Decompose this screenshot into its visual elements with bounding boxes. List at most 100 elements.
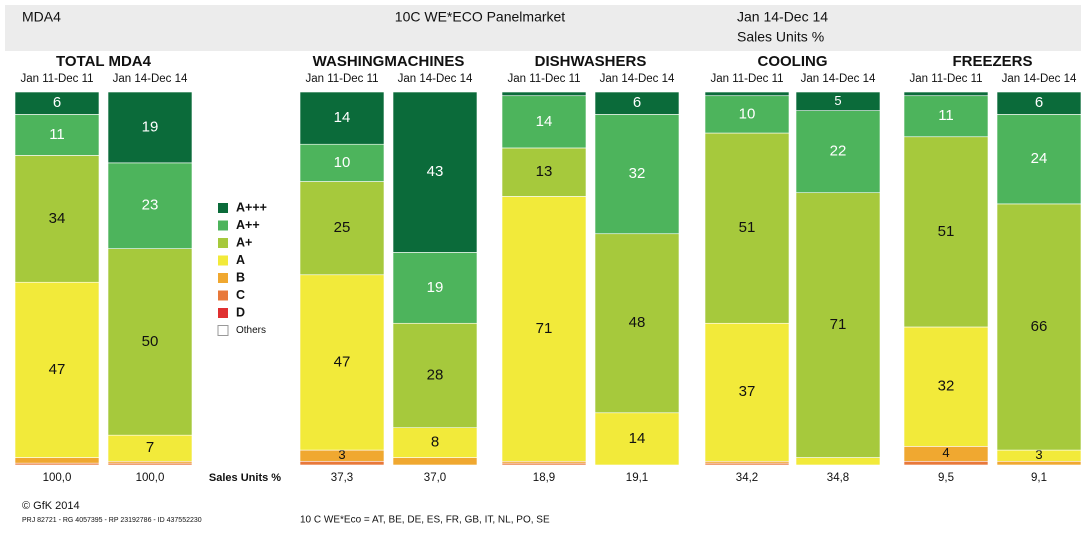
header-period: Jan 14-Dec 14 — [737, 9, 828, 25]
period-label: Jan 14-Dec 14 — [113, 73, 188, 85]
total-label: 34,8 — [827, 472, 849, 484]
segment — [795, 192, 881, 458]
segment — [704, 132, 790, 324]
segment — [704, 91, 790, 97]
legend-label: A — [236, 253, 245, 267]
value-label: 22 — [830, 143, 847, 160]
segment — [704, 95, 790, 134]
total-label: 37,0 — [424, 472, 446, 484]
period-label: Jan 11-Dec 11 — [710, 73, 783, 85]
segment — [14, 457, 100, 464]
segment — [795, 110, 881, 194]
legend-swatch — [218, 308, 228, 318]
period-label: Jan 11-Dec 11 — [507, 73, 580, 85]
footer-ids: PRJ 82721 - RG 4057395 - RP 23192786 - I… — [22, 517, 202, 524]
header-band — [5, 5, 1081, 51]
value-label: 10 — [739, 105, 756, 122]
value-label: 34 — [49, 210, 66, 227]
value-label: 37 — [739, 383, 756, 400]
period-label: Jan 14-Dec 14 — [398, 73, 473, 85]
value-label: 8 — [431, 434, 439, 451]
value-label: 71 — [536, 320, 553, 337]
value-label: 6 — [633, 94, 641, 111]
value-label: 3 — [1035, 447, 1042, 462]
period-label: Jan 11-Dec 11 — [20, 73, 93, 85]
segment — [594, 233, 680, 414]
legend-label: B — [236, 270, 245, 284]
period-label: Jan 14-Dec 14 — [801, 73, 876, 85]
value-label: 23 — [142, 197, 159, 214]
totals-label: Sales Units % — [209, 472, 281, 484]
value-label: 32 — [629, 165, 646, 182]
group-title: TOTAL MDA4 — [56, 53, 152, 70]
segment — [903, 326, 989, 447]
total-label: 18,9 — [533, 472, 555, 484]
segment — [107, 434, 193, 462]
segment — [299, 91, 385, 145]
segment — [392, 457, 478, 466]
value-label: 3 — [338, 447, 345, 462]
group-title: WASHINGMACHINES — [313, 53, 465, 70]
value-label: 66 — [1031, 318, 1048, 335]
value-label: 19 — [142, 118, 159, 135]
segment — [14, 281, 100, 458]
legend-label: D — [236, 305, 245, 319]
segment — [996, 91, 1082, 115]
value-label: 32 — [938, 378, 955, 395]
value-label: 51 — [739, 219, 756, 236]
total-label: 34,2 — [736, 472, 758, 484]
footer-note: 10 C WE*Eco = AT, BE, DE, ES, FR, GB, IT… — [300, 515, 550, 526]
header-center: 10C WE*ECO Panelmarket — [395, 9, 566, 25]
group-title: DISHWASHERS — [535, 53, 647, 70]
segment — [107, 91, 193, 164]
legend-swatch — [218, 290, 228, 301]
segment — [299, 274, 385, 451]
segment — [501, 91, 587, 97]
segment — [903, 95, 989, 138]
segment — [14, 114, 100, 156]
segment — [299, 181, 385, 276]
legend-swatch — [218, 255, 228, 266]
total-label: 100,0 — [136, 472, 165, 484]
total-label: 19,1 — [626, 472, 648, 484]
legend-label: A+++ — [236, 200, 267, 214]
segment — [594, 114, 680, 235]
legend-label: A++ — [236, 218, 260, 232]
segment — [903, 91, 989, 97]
total-label: 37,3 — [331, 472, 353, 484]
copyright: © GfK 2014 — [22, 500, 80, 512]
value-label: 11 — [938, 107, 954, 124]
value-label: 6 — [53, 94, 61, 111]
legend-swatch — [218, 203, 228, 213]
segment — [594, 91, 680, 115]
value-label: 13 — [536, 163, 553, 180]
legend-swatch — [217, 325, 229, 336]
segment — [392, 322, 478, 429]
value-label: 43 — [427, 163, 444, 180]
segment — [594, 412, 680, 466]
segment — [903, 136, 989, 328]
value-label: 10 — [334, 154, 351, 171]
period-label: Jan 11-Dec 11 — [909, 73, 982, 85]
segment — [996, 203, 1082, 451]
value-label: 48 — [629, 314, 646, 331]
segment — [501, 95, 587, 149]
total-label: 9,5 — [938, 472, 954, 484]
segment — [392, 91, 478, 253]
legend-label: Others — [236, 325, 266, 336]
segment — [795, 91, 881, 111]
value-label: 6 — [1035, 94, 1043, 111]
segment — [392, 427, 478, 458]
header-left: MDA4 — [22, 9, 61, 25]
legend-label: C — [236, 288, 245, 302]
total-label: 100,0 — [43, 472, 72, 484]
period-label: Jan 14-Dec 14 — [600, 73, 675, 85]
value-label: 50 — [142, 333, 159, 350]
segment — [903, 460, 989, 466]
value-label: 14 — [629, 430, 646, 447]
segment — [392, 252, 478, 324]
segment — [107, 248, 193, 436]
segment — [996, 114, 1082, 205]
value-label: 47 — [334, 353, 351, 370]
